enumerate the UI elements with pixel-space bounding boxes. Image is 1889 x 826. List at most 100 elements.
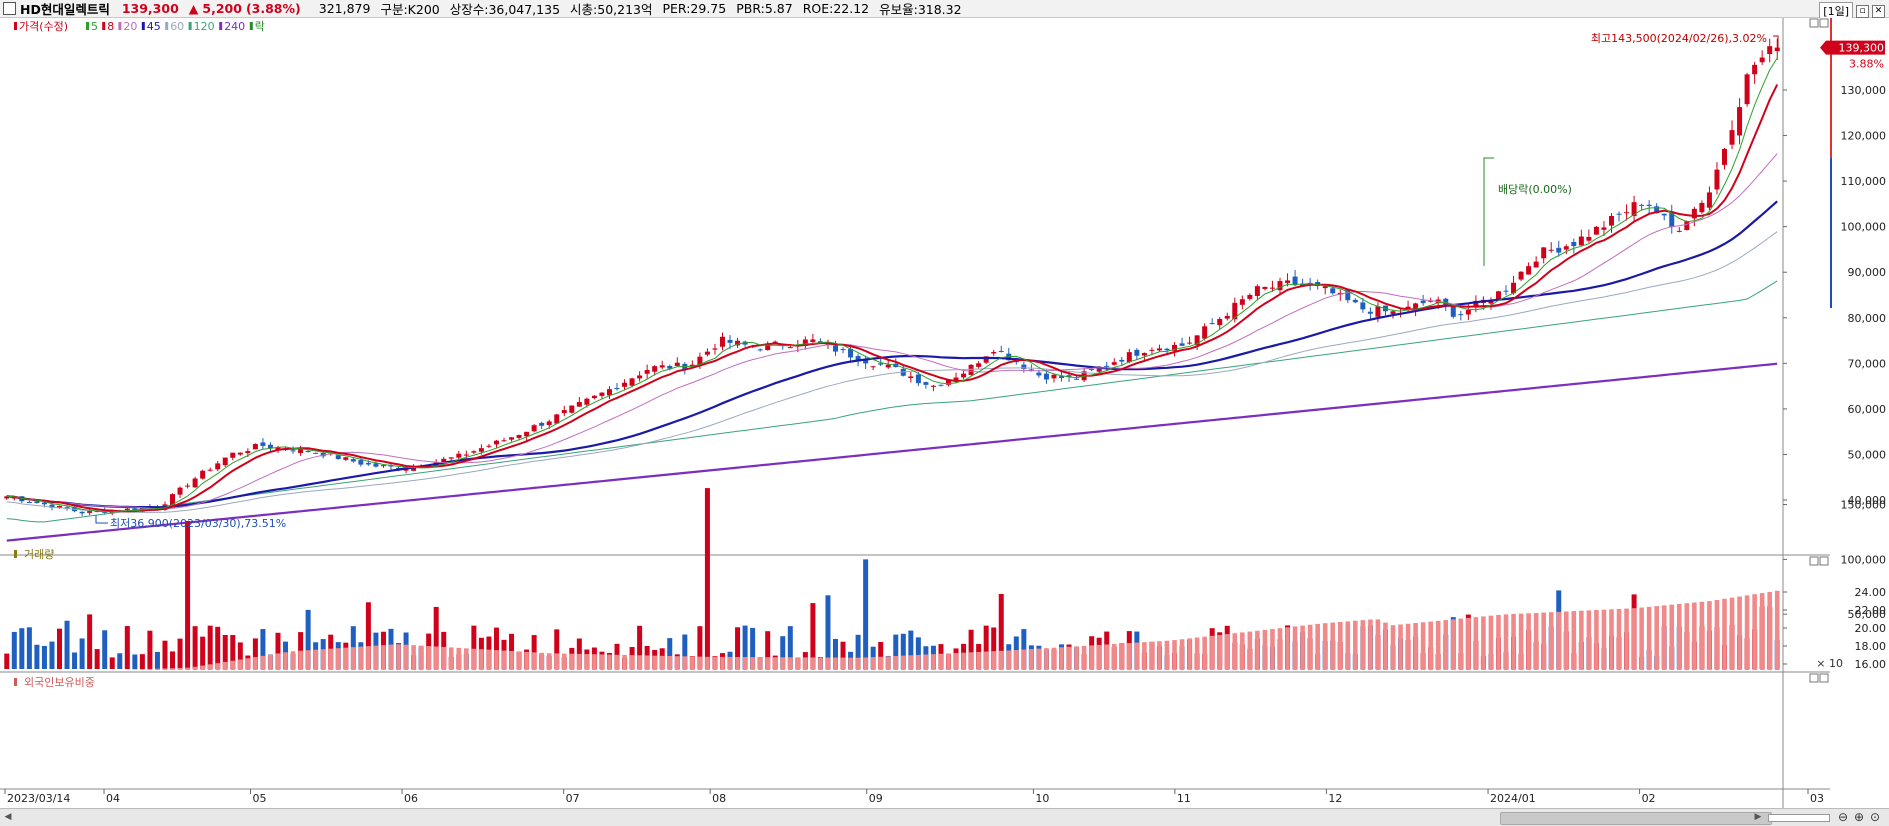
candle-body bbox=[1028, 369, 1034, 371]
foreign-bar bbox=[968, 652, 974, 670]
close-icon[interactable]: ✕ bbox=[1872, 4, 1885, 18]
foreign-bar bbox=[1157, 641, 1162, 670]
foreign-tick-label: 20.00 bbox=[1855, 622, 1887, 635]
foreign-bar bbox=[1111, 644, 1117, 670]
foreign-bar bbox=[1714, 599, 1720, 670]
zoom-in-icon[interactable]: ⊕ bbox=[1854, 810, 1865, 824]
candle-body bbox=[870, 366, 876, 368]
candle-body bbox=[659, 365, 665, 368]
scroll-right-icon[interactable]: ▶ bbox=[1754, 812, 1762, 822]
candle-body bbox=[1661, 213, 1667, 216]
candle-body bbox=[57, 505, 63, 509]
candle-body bbox=[1691, 208, 1697, 219]
volume-bar bbox=[275, 632, 281, 669]
foreign-bar bbox=[343, 647, 349, 670]
candle-body bbox=[1458, 314, 1464, 316]
candle-body bbox=[1511, 282, 1517, 294]
foreign-bar bbox=[885, 656, 891, 670]
volume-bar bbox=[667, 638, 673, 669]
zoom-reset-icon[interactable]: ⊙ bbox=[1870, 810, 1881, 824]
foreign-bar bbox=[953, 653, 959, 670]
candle-body bbox=[1759, 57, 1765, 63]
foreign-bar bbox=[1375, 619, 1381, 670]
foreign-bar bbox=[546, 653, 552, 670]
candle-body bbox=[1563, 246, 1569, 250]
stock-name[interactable]: HD현대일렉트릭 bbox=[20, 2, 110, 17]
candle-body bbox=[1729, 130, 1735, 145]
candle-body bbox=[365, 462, 371, 465]
candle-body bbox=[802, 339, 808, 346]
volume-bar bbox=[87, 614, 93, 669]
candle-body bbox=[448, 457, 454, 459]
candle-body bbox=[478, 448, 484, 452]
candle-body bbox=[1541, 247, 1547, 259]
volume-bar bbox=[968, 629, 974, 669]
foreign-bar bbox=[682, 656, 688, 670]
zoom-slider[interactable] bbox=[1768, 814, 1830, 822]
foreign-bar bbox=[215, 663, 221, 670]
candle-body bbox=[1254, 286, 1260, 296]
stock-header-bar: HD현대일렉트릭 139,300 ▲ 5,200 (3.88%) 321,879… bbox=[0, 0, 1889, 20]
foreign-bar bbox=[787, 657, 793, 670]
candle-body bbox=[34, 501, 40, 503]
minimize-icon[interactable]: ▫ bbox=[1856, 4, 1869, 18]
candle-body bbox=[983, 356, 989, 363]
foreign-bar bbox=[1458, 618, 1464, 670]
foreign-bar bbox=[396, 644, 401, 670]
candle-body bbox=[1593, 226, 1599, 235]
scrollbar-thumb[interactable] bbox=[1500, 812, 1772, 825]
foreign-bar bbox=[659, 655, 665, 670]
foreign-bar bbox=[1654, 606, 1659, 670]
select-checkbox[interactable] bbox=[3, 2, 16, 15]
candle-body bbox=[1104, 365, 1110, 367]
candle-body bbox=[493, 440, 499, 445]
foreign-bar bbox=[1021, 649, 1027, 670]
foreign-bar bbox=[328, 648, 334, 670]
candle-body bbox=[516, 435, 522, 438]
foreign-bar bbox=[908, 655, 914, 670]
foreign-bar bbox=[539, 652, 544, 670]
foreign-bar bbox=[983, 651, 989, 670]
foreign-bar bbox=[305, 650, 311, 670]
foreign-bar bbox=[1127, 643, 1132, 670]
foreign-bar bbox=[1232, 633, 1238, 670]
candle-body bbox=[403, 469, 409, 471]
price-tick-label: 40,000 bbox=[1848, 494, 1887, 507]
candle-body bbox=[1036, 372, 1042, 376]
foreign-bar bbox=[705, 656, 710, 670]
zoom-out-icon[interactable]: ⊖ bbox=[1838, 810, 1849, 824]
candle-body bbox=[1352, 299, 1358, 303]
legend-label-0: 가격(수정) bbox=[19, 20, 68, 33]
candle-body bbox=[825, 343, 831, 346]
scroll-left-icon[interactable]: ◀ bbox=[4, 812, 12, 822]
candle-body bbox=[305, 450, 311, 453]
volume-bar bbox=[998, 593, 1004, 669]
header-controls: [1일] ▫ ✕ bbox=[1819, 2, 1885, 20]
stock-chart-canvas[interactable]: 40,000 50,000 60,000 70,000 80,000 90,000 100,… bbox=[0, 18, 1889, 808]
panel-close-icon bbox=[1819, 673, 1829, 683]
foreign-bar bbox=[577, 653, 582, 670]
foreign-bar bbox=[1450, 619, 1456, 670]
foreign-bar bbox=[335, 648, 341, 670]
horizontal-scrollbar[interactable]: ◀ ▶ ⊖ ⊕ ⊙ bbox=[0, 808, 1889, 826]
volume-bar bbox=[471, 625, 477, 669]
foreign-bar bbox=[1330, 622, 1336, 670]
foreign-bar bbox=[531, 652, 537, 670]
foreign-bar bbox=[727, 656, 733, 670]
candle-body bbox=[1586, 236, 1592, 241]
foreign-bar bbox=[750, 657, 755, 670]
ma120-line bbox=[6, 280, 1778, 523]
legend-swatch bbox=[249, 22, 253, 30]
price-panel bbox=[4, 35, 1780, 542]
candle-body bbox=[1292, 276, 1298, 286]
volume-bar bbox=[554, 629, 560, 669]
candle-body bbox=[313, 452, 319, 454]
volume-bar bbox=[832, 638, 838, 669]
foreign-bar bbox=[998, 650, 1004, 670]
x-tick-label: 11 bbox=[1177, 792, 1191, 805]
pbr-value: PBR:5.87 bbox=[736, 1, 793, 16]
period-selector[interactable]: [1일] bbox=[1819, 2, 1853, 20]
candle-body bbox=[1224, 315, 1230, 319]
foreign-bar bbox=[1533, 612, 1539, 670]
candle-body bbox=[1556, 247, 1562, 253]
